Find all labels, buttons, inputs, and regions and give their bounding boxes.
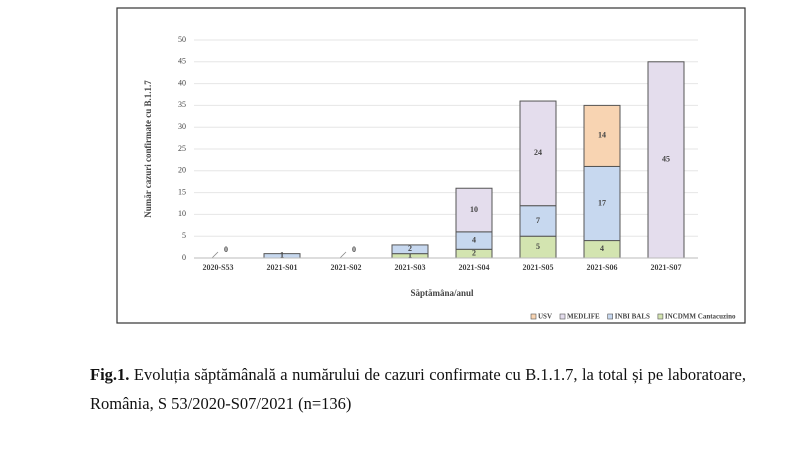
y-tick-label: 10: [178, 209, 186, 218]
data-label: 1: [408, 251, 412, 260]
x-tick-label: 2021-S05: [522, 263, 553, 272]
data-label: 5: [536, 242, 540, 251]
data-label: 4: [472, 235, 476, 244]
y-tick-label: 45: [178, 57, 186, 66]
x-tick-label: 2021-S06: [586, 263, 617, 272]
data-label: 2: [472, 248, 476, 257]
data-label: 0: [224, 245, 228, 254]
x-axis-title: Săptămâna/anul: [410, 288, 474, 298]
data-label: 1: [280, 251, 284, 260]
y-tick-label: 35: [178, 100, 186, 109]
y-tick-label: 25: [178, 144, 186, 153]
data-label: 0: [352, 245, 356, 254]
data-label: 2: [408, 244, 412, 253]
y-tick-label: 40: [178, 78, 186, 87]
x-tick-label: 2021-S03: [394, 263, 425, 272]
y-tick-label: 5: [182, 231, 186, 240]
y-tick-label: 20: [178, 166, 186, 175]
y-tick-label: 30: [178, 122, 186, 131]
data-label: 10: [470, 205, 478, 214]
x-tick-label: 2020-S53: [202, 263, 233, 272]
data-label: 7: [536, 216, 540, 225]
bar-segment: [519, 100, 557, 207]
y-axis-title: Număr cazuri confirmate cu B.1.1.7: [143, 80, 153, 218]
legend-swatch: [530, 313, 537, 320]
bar-segment: [647, 61, 685, 259]
data-label: 14: [598, 131, 606, 140]
y-tick-label: 15: [178, 187, 186, 196]
legend-label: INCDMM Cantacuzino: [665, 313, 736, 321]
data-label: 17: [598, 198, 606, 207]
chart: Număr cazuri confirmate cu B.1.1.7 Săptă…: [116, 7, 746, 324]
legend-label: MEDLIFE: [567, 313, 600, 321]
x-tick-label: 2021-S07: [650, 263, 681, 272]
data-label: 4: [600, 244, 604, 253]
y-tick-label: 0: [182, 253, 186, 262]
x-tick-label: 2021-S01: [266, 263, 297, 272]
bar-segment: [455, 187, 493, 233]
x-tick-label: 2021-S04: [458, 263, 489, 272]
data-label: 24: [534, 148, 542, 157]
caption-text: Evoluția săptămânală a numărului de cazu…: [90, 365, 746, 413]
legend-swatch: [657, 313, 664, 320]
bar-segment: [583, 104, 621, 167]
y-tick-label: 50: [178, 35, 186, 44]
caption-label: Fig.1.: [90, 365, 130, 384]
chart-frame: [116, 7, 746, 324]
legend-label: USV: [538, 313, 552, 321]
caption: Fig.1. Evoluția săptămânală a numărului …: [90, 360, 746, 418]
legend-swatch: [559, 313, 566, 320]
zero-mark: [339, 251, 347, 259]
bar-segment: [391, 244, 429, 255]
legend-swatch: [607, 313, 613, 320]
zero-mark: [211, 251, 219, 259]
x-tick-label: 2021-S02: [330, 263, 361, 272]
legend-label: INBI BALS: [615, 313, 650, 321]
data-label: 45: [662, 155, 670, 164]
